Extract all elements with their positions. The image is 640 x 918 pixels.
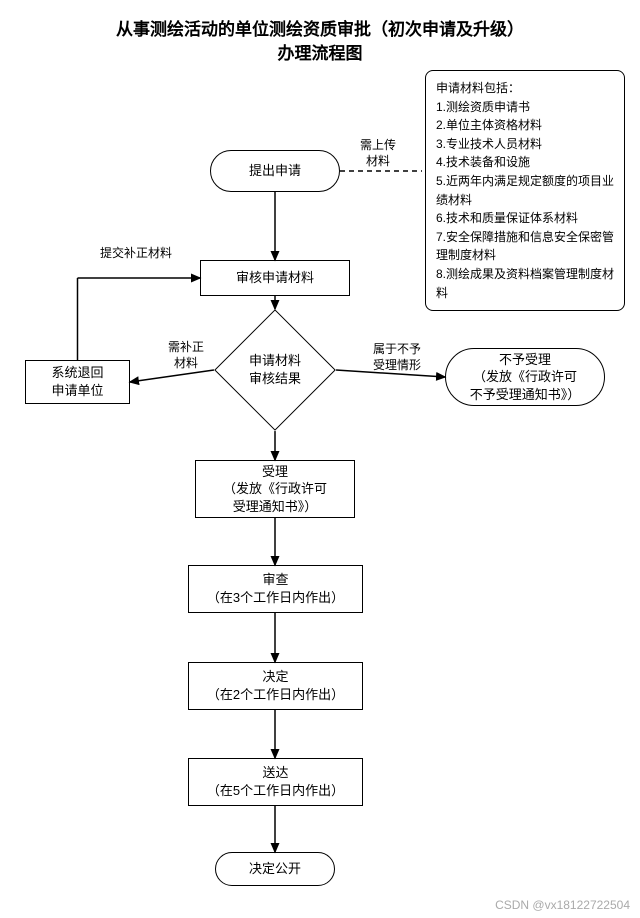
title-line1: 从事测绘活动的单位测绘资质审批（初次申请及升级） (0, 18, 640, 42)
node-accept: 受理（发放《行政许可受理通知书》） (195, 460, 355, 518)
node-submit: 提出申请 (210, 150, 340, 192)
title-line2: 办理流程图 (0, 42, 640, 66)
page-title: 从事测绘活动的单位测绘资质审批（初次申请及升级） 办理流程图 (0, 0, 640, 66)
watermark: CSDN @vx18122722504 (495, 898, 630, 912)
node-public: 决定公开 (215, 852, 335, 886)
node-decide: 决定（在2个工作日内作出） (188, 662, 363, 710)
label-supplement: 提交补正材料 (100, 246, 172, 262)
label-uploadMaterials: 需上传材料 (360, 138, 396, 169)
label-rejectCase: 属于不予受理情形 (373, 342, 421, 373)
node-decisionDiamond: 申请材料审核结果 (232, 327, 318, 413)
label-needSupplement: 需补正材料 (168, 340, 204, 371)
node-returnUnit: 系统退回申请单位 (25, 360, 130, 404)
node-reject: 不予受理（发放《行政许可不予受理通知书》） (445, 348, 605, 406)
node-examine: 审查（在3个工作日内作出） (188, 565, 363, 613)
node-deliver: 送达（在5个工作日内作出） (188, 758, 363, 806)
materials-list: 申请材料包括：1.测绘资质申请书2.单位主体资格材料3.专业技术人员材料4.技术… (425, 70, 625, 311)
node-reviewMaterials: 审核申请材料 (200, 260, 350, 296)
